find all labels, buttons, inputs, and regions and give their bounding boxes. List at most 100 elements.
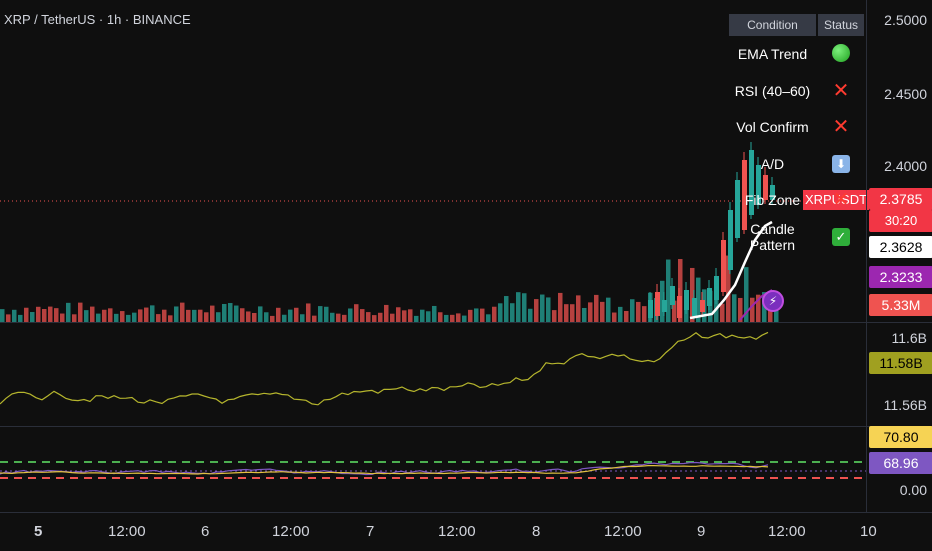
table-header-status: Status <box>817 14 864 36</box>
candle <box>728 210 733 270</box>
volume-bar <box>6 314 11 322</box>
volume-bar <box>582 307 587 322</box>
volume-bar <box>726 255 731 322</box>
volume-bar <box>696 277 701 322</box>
candle <box>749 150 754 215</box>
volume-bar <box>756 294 761 322</box>
accumulation-pane[interactable] <box>0 324 866 426</box>
volume-bar <box>90 306 95 322</box>
volume-bar <box>258 306 263 322</box>
volume-bar <box>114 313 119 322</box>
volume-bar <box>156 314 161 322</box>
volume-bar <box>348 308 353 322</box>
volume-bar <box>612 312 617 322</box>
lightning-icon[interactable]: ⚡ <box>762 290 784 312</box>
ema-price-tag: 2.3628 <box>869 236 932 258</box>
volume-bar <box>330 312 335 322</box>
volume-bar <box>462 315 467 322</box>
time-axis[interactable]: 5 12:00 6 12:00 7 12:00 8 12:00 9 12:00 … <box>0 512 932 551</box>
countdown-tag: 30:20 <box>869 210 932 232</box>
volume-bar <box>378 312 383 322</box>
symbol-badge[interactable]: XRPUSDT <box>803 190 869 210</box>
volume-bar <box>84 310 89 322</box>
volume-bar <box>282 314 287 322</box>
candle <box>707 288 712 306</box>
volume-bar <box>162 309 167 322</box>
volume-bar <box>468 309 473 322</box>
volume-bar <box>132 312 137 322</box>
volume-bar <box>750 297 755 322</box>
volume-bar <box>432 305 437 322</box>
volume-bar <box>552 310 557 322</box>
volume-bar <box>216 312 221 322</box>
volume-bar <box>420 309 425 322</box>
time-tick: 9 <box>697 523 706 540</box>
red-x-icon: ✕ <box>832 189 850 212</box>
volume-bar <box>774 302 779 322</box>
volume-bar <box>384 304 389 322</box>
volume-bar <box>318 306 323 322</box>
volume-bar <box>504 296 509 322</box>
volume-bar <box>480 308 485 322</box>
volume-bar <box>18 314 23 322</box>
volume-bar <box>690 267 695 322</box>
volume-bar <box>606 297 611 322</box>
pane-divider[interactable] <box>0 426 932 427</box>
volume-bar <box>486 314 491 322</box>
accumulation-chart-svg <box>0 331 769 406</box>
table-row: EMA Trend <box>729 36 864 73</box>
candles <box>648 142 775 322</box>
volume-bar <box>456 313 461 322</box>
volume-bar <box>564 304 569 322</box>
volume-bar <box>222 303 227 322</box>
price-tick: 2.4000 <box>884 158 927 174</box>
volume-bar <box>708 290 713 322</box>
price-pane[interactable]: XRP / TetherUS · 1h · BINANCE XRPUSDT ⚡ … <box>0 0 869 322</box>
price-chart-svg[interactable] <box>0 0 866 322</box>
volume-bar <box>270 315 275 322</box>
price-tick: 2.5000 <box>884 12 927 28</box>
volume-bar <box>198 309 203 322</box>
volume-bar <box>588 302 593 322</box>
candle <box>742 160 747 230</box>
volume-bar <box>600 301 605 322</box>
volume-bar <box>186 309 191 322</box>
volume-bar <box>246 311 251 322</box>
time-tick: 12:00 <box>272 523 310 540</box>
volume-bar <box>450 314 455 322</box>
candle <box>700 300 705 312</box>
candle <box>714 276 719 300</box>
volume-bar <box>354 304 359 322</box>
candle <box>721 240 726 292</box>
volume-bar <box>108 308 113 322</box>
table-row: Fib Zone ✕ <box>729 182 864 219</box>
candle <box>770 185 775 200</box>
volume-bar <box>510 303 515 322</box>
volume-bar <box>546 297 551 322</box>
time-tick: 7 <box>366 523 375 540</box>
volume-bar <box>288 309 293 322</box>
volume-bar <box>522 293 527 322</box>
volume-bar <box>372 315 377 322</box>
volume-bar <box>300 314 305 322</box>
volume-bar <box>96 313 101 322</box>
volume-bar <box>54 308 59 322</box>
volume-bar <box>192 309 197 322</box>
symbol-title[interactable]: XRP / TetherUS · 1h · BINANCE <box>4 12 191 27</box>
rsi-upper-tag: 70.80 <box>869 426 932 448</box>
price-axis[interactable]: 2.5000 2.4500 2.4000 2.3785 30:20 2.3628… <box>866 0 932 512</box>
volume-bar <box>720 303 725 322</box>
volume-bar <box>252 312 257 322</box>
volume-bar <box>624 310 629 322</box>
volume-bar <box>276 307 281 322</box>
volume-bar <box>426 311 431 322</box>
table-header-condition: Condition <box>729 14 816 36</box>
rsi-pane[interactable] <box>0 428 866 510</box>
condition-label: RSI (40–60) <box>734 82 811 99</box>
volume-bar <box>396 307 401 322</box>
pane-divider[interactable] <box>0 322 932 323</box>
rsi-line <box>0 461 769 476</box>
rsi-chart-svg <box>0 461 866 479</box>
volume-bar <box>528 308 533 322</box>
red-x-icon: ✕ <box>832 79 850 102</box>
